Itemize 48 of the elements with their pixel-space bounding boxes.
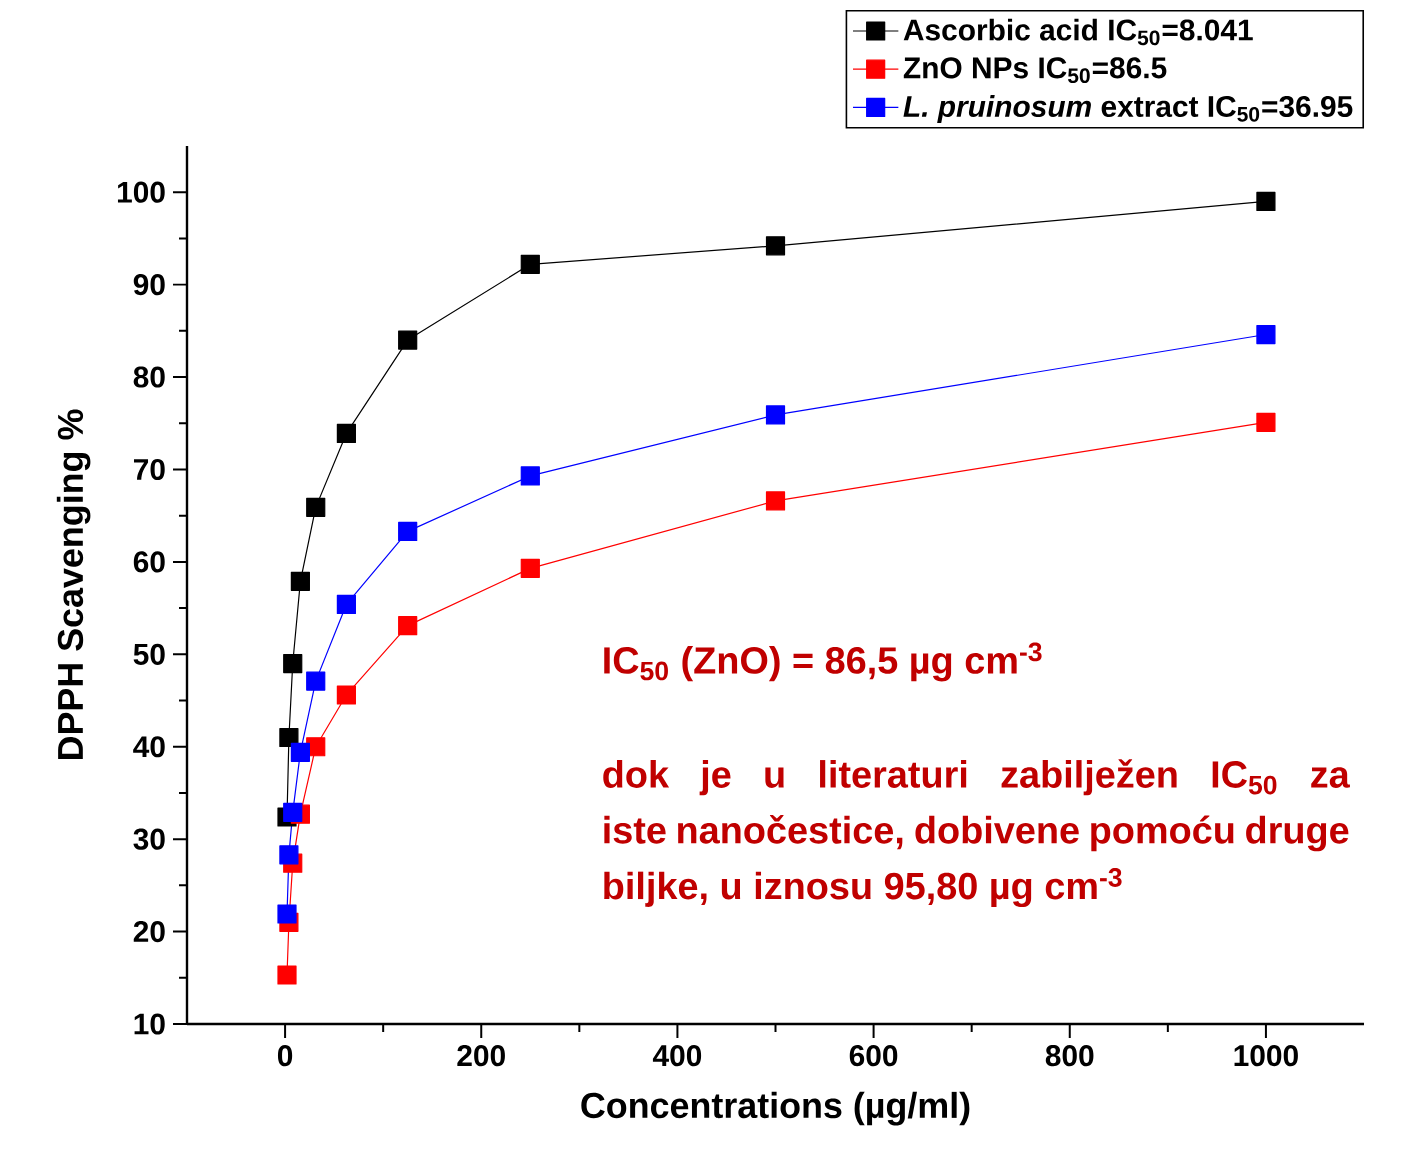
y-tick-label: 80 [133,366,165,388]
text: dok je u literaturi zabilježen IC$_{50}$ za iste nanočestice, dobivene pomoću druge biljke, u iznosu 95,80 µg cm$^{-3}$ [603,759,1350,908]
legend-label: Ascorbic acid IC$_{50}$=8.041 [903,18,1253,46]
point [283,802,303,822]
legend-label: ZnO NPs IC$_{50}$=86.5 [903,57,1167,84]
x-tick-label: 400 [652,1045,702,1067]
x-tick-label: 1000 [1234,1045,1298,1067]
point [279,845,299,865]
point [290,742,310,762]
x-tick-label: 600 [849,1045,898,1067]
point [279,727,299,748]
point [765,236,786,256]
x-tick-label: 0 [277,1045,293,1067]
y-tick-label: 30 [133,828,165,850]
point [398,616,418,636]
point [290,571,310,591]
point [306,671,326,691]
y-tick-label: 90 [133,274,165,296]
y-tick-label: 100 [117,181,165,203]
point [1256,324,1276,345]
point [520,558,540,578]
point [283,653,303,674]
y-tick-label: 70 [134,458,165,481]
point [765,405,786,425]
y-tick-label: 10 [134,1013,165,1035]
point [277,965,297,985]
point [336,685,356,705]
y-tick-label: 20 [133,920,165,943]
point [520,466,540,486]
point [336,423,356,444]
y-axis-title: DPPH Scavenging % [56,409,91,759]
point [336,594,356,615]
y-tick-label: 50 [133,643,165,665]
point [1256,191,1276,212]
x-axis-title: Concentrations (µg/ml) [581,1091,970,1126]
point [306,497,326,517]
point [765,491,786,511]
x-tick-label: 800 [1045,1045,1094,1067]
point [1256,412,1276,432]
y-tick-label: 60 [133,551,165,573]
point [398,330,418,350]
point [277,904,297,924]
point [398,521,418,541]
x-tick-label: 200 [457,1045,505,1067]
legend-label: L. pruinosum extract IC$_{50}$=36.95 [903,95,1353,123]
y-tick-label: 40 [133,736,165,758]
point [520,254,540,274]
annotation: IC$_{50}$ (ZnO) = 86,5 µg cm$^{-3}$ [604,642,1042,682]
